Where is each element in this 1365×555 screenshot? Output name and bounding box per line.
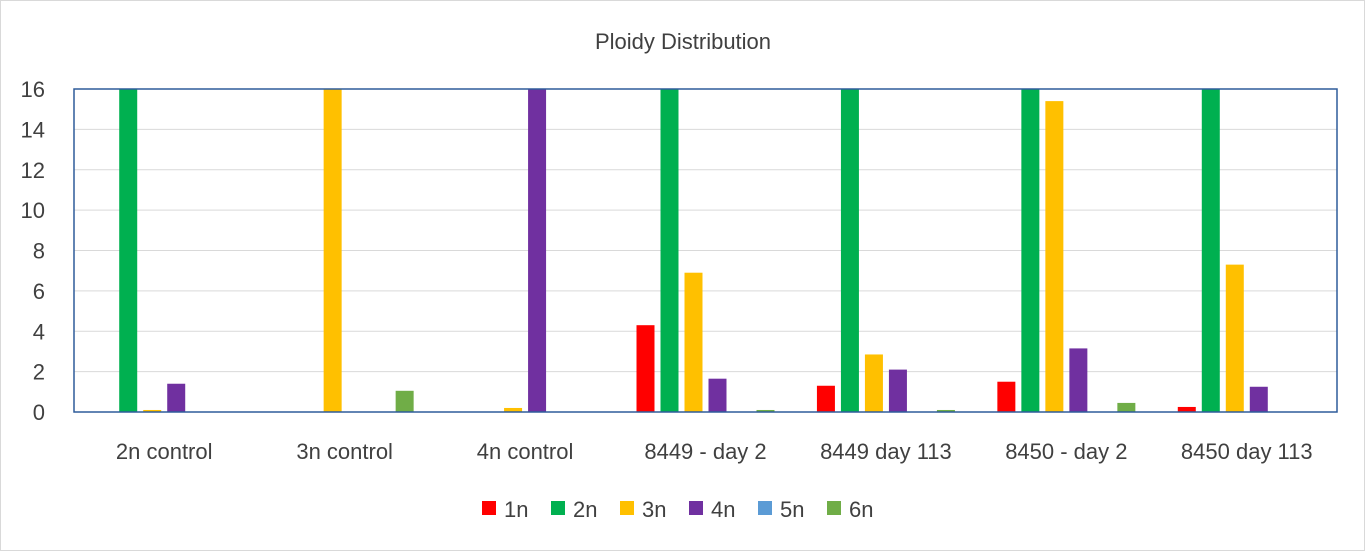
- bar-6n-5: [936, 409, 955, 412]
- legend-swatch-6n: [827, 501, 841, 515]
- x-tick-label: 8449 day 113: [820, 439, 952, 464]
- bar-1n-6: [997, 381, 1016, 412]
- bar-6n-4: [756, 409, 775, 412]
- legend-label: 6n: [849, 497, 873, 522]
- bar-3n-4: [684, 272, 703, 412]
- bars: [119, 89, 1268, 413]
- y-tick-label: 12: [21, 158, 45, 183]
- bar-2n-5: [840, 89, 859, 412]
- bar-2n-1: [119, 89, 138, 412]
- bar-4n-4: [708, 378, 727, 412]
- bar-3n-6: [1045, 101, 1064, 413]
- legend-label: 1n: [504, 497, 528, 522]
- legend: 1n 2n 3n 4n 5n 6n: [482, 497, 873, 522]
- bar-4n-5: [888, 369, 907, 412]
- x-tick-label: 2n control: [116, 439, 213, 464]
- legend-swatch-4n: [689, 501, 703, 515]
- bar-2n-7: [1201, 89, 1220, 412]
- y-tick-label: 0: [33, 400, 45, 425]
- y-tick-label: 16: [21, 77, 45, 102]
- x-tick-label: 8450 day 113: [1181, 439, 1313, 464]
- bar-6n-6: [1117, 402, 1136, 412]
- y-tick-label: 10: [21, 198, 45, 223]
- bar-4n-6: [1069, 348, 1088, 412]
- legend-swatch-3n: [620, 501, 634, 515]
- y-tick-label: 6: [33, 279, 45, 304]
- bar-4n-3: [528, 89, 547, 412]
- bar-3n-1: [143, 409, 162, 412]
- x-axis-tick-labels: 2n control 3n control 4n control 8449 - day…: [116, 439, 1313, 464]
- bar-1n-4: [636, 325, 655, 412]
- bar-2n-4: [660, 89, 679, 412]
- bar-3n-7: [1225, 264, 1244, 412]
- legend-label: 3n: [642, 497, 666, 522]
- bar-6n-2: [395, 390, 414, 412]
- gridlines: [74, 88, 1337, 413]
- bar-4n-7: [1249, 386, 1268, 412]
- legend-swatch-1n: [482, 501, 496, 515]
- bar-1n-7: [1177, 406, 1196, 412]
- legend-label: 2n: [573, 497, 597, 522]
- y-tick-label: 2: [33, 360, 45, 385]
- y-axis-tick-labels: 0 2 4 6 8 10 12 14 16: [21, 77, 45, 425]
- y-tick-label: 14: [21, 117, 45, 142]
- bar-2n-6: [1021, 89, 1040, 412]
- legend-label: 4n: [711, 497, 735, 522]
- legend-label: 5n: [780, 497, 804, 522]
- y-tick-label: 8: [33, 239, 45, 264]
- bar-1n-5: [816, 385, 835, 412]
- x-tick-label: 4n control: [477, 439, 574, 464]
- y-tick-label: 4: [33, 319, 45, 344]
- chart-title: Ploidy Distribution: [595, 29, 771, 54]
- bar-3n-3: [504, 407, 523, 412]
- bar-3n-5: [864, 354, 883, 412]
- x-tick-label: 3n control: [296, 439, 393, 464]
- legend-swatch-5n: [758, 501, 772, 515]
- x-tick-label: 8450 - day 2: [1005, 439, 1127, 464]
- bar-4n-1: [167, 383, 186, 412]
- x-tick-label: 8449 - day 2: [644, 439, 766, 464]
- bar-3n-2: [323, 89, 342, 412]
- legend-swatch-2n: [551, 501, 565, 515]
- plot-area-border: [73, 88, 1338, 413]
